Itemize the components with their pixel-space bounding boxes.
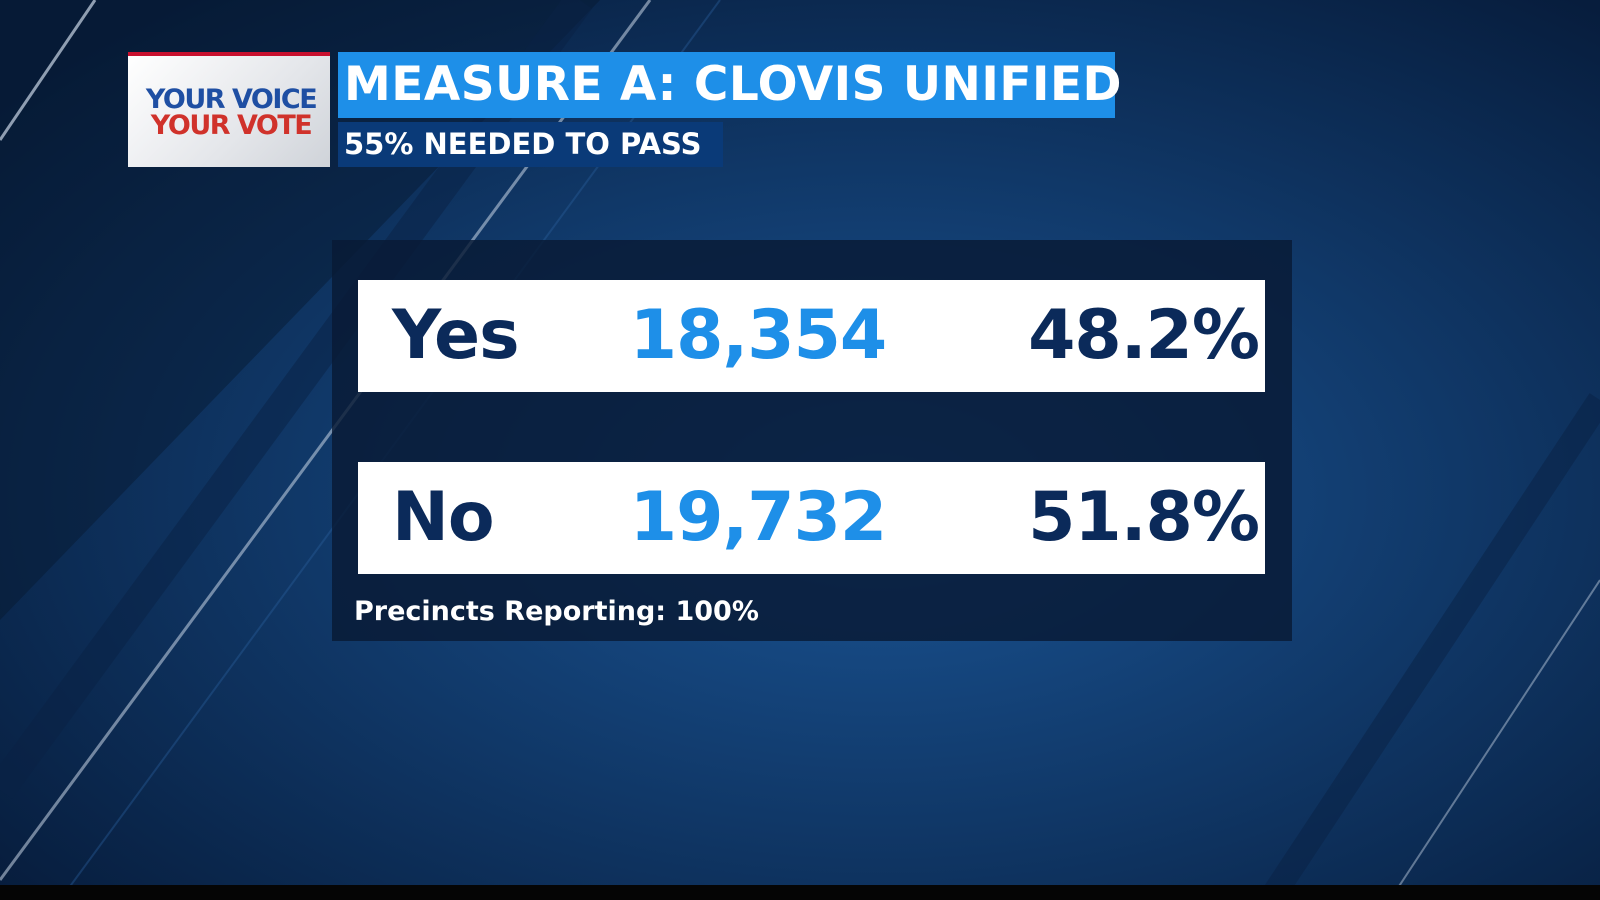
option-label: Yes xyxy=(392,296,520,375)
logo-text: YOUR VOTE xyxy=(150,110,313,141)
title: MEASURE A: CLOVIS UNIFIED xyxy=(338,52,1122,118)
result-row: No 19,732 51.8% xyxy=(358,462,1265,574)
footer: Precincts Reporting: 100% xyxy=(354,596,759,627)
result-row: Yes 18,354 48.2% xyxy=(358,280,1265,392)
option-label: No xyxy=(392,478,495,557)
subtitle: 55% NEEDED TO PASS xyxy=(338,122,723,167)
vote-percent: 48.2% xyxy=(1028,296,1260,375)
vote-count: 19,732 xyxy=(629,478,887,557)
vote-count: 18,354 xyxy=(629,296,887,375)
bottom-strip xyxy=(0,885,1600,900)
logo: YOUR VOICE YOUR VOTE xyxy=(128,52,330,167)
logo-text: YOUR VOICE xyxy=(145,84,318,115)
vote-percent: 51.8% xyxy=(1028,478,1260,557)
